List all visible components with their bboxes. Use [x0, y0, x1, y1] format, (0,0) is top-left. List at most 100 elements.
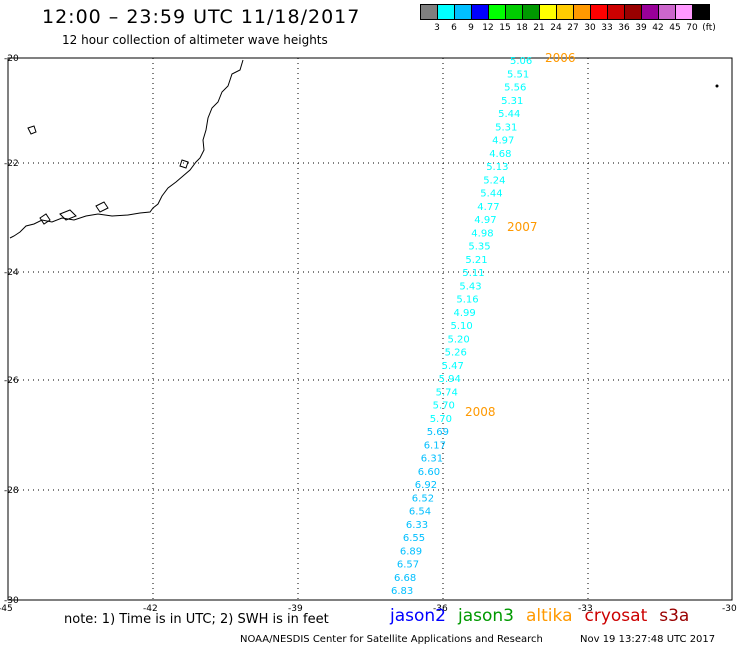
wave-height-value: 5.70 — [433, 401, 455, 412]
wave-height-value: 5.44 — [498, 109, 520, 120]
wave-height-value: 6.89 — [400, 546, 422, 557]
wave-height-value: 5.47 — [442, 361, 464, 372]
wave-height-value: 6.92 — [415, 480, 437, 491]
map-gridlines — [8, 58, 732, 600]
legend-tick-label: 30 — [584, 23, 596, 33]
satellite-name: cryosat — [584, 606, 648, 626]
legend-tick-label: 27 — [567, 23, 579, 33]
wave-height-value: 5.51 — [507, 69, 529, 80]
satellite-name: s3a — [659, 606, 690, 626]
coast-bay — [95, 201, 109, 213]
wave-height-value: 5.24 — [483, 175, 505, 186]
wave-height-value: 5.31 — [501, 96, 523, 107]
latitude-label: -28 — [4, 486, 19, 496]
longitude-label: -33 — [578, 604, 593, 614]
map-frame — [7, 57, 733, 601]
wave-height-value: 5.44 — [480, 189, 502, 200]
legend-tick-label: 45 — [669, 23, 681, 33]
wave-height-value: 5.31 — [495, 122, 517, 133]
wave-height-value: 5.70 — [430, 414, 452, 425]
legend-tick-label: 36 — [618, 23, 630, 33]
wave-height-value: 4.68 — [489, 149, 511, 160]
wave-height-value: 5.11 — [462, 268, 484, 279]
wave-height-value: 6.17 — [424, 440, 446, 451]
legend-tick-label: (ft) — [702, 23, 716, 33]
coast-bay-3 — [39, 213, 51, 225]
longitude-labels: -45 -42 -39 -36 -33 -30 — [0, 604, 737, 614]
track-time-labels: 2006 2007 2008 — [465, 51, 576, 419]
coast-bay-2 — [59, 209, 77, 221]
legend-tick-label: 21 — [533, 23, 545, 33]
longitude-label: -30 — [722, 604, 737, 614]
wave-height-value: 5.43 — [459, 281, 481, 292]
map-title: 12:00 – 23:59 UTC 11/18/2017 — [42, 6, 361, 28]
legend-tick-label: 39 — [635, 23, 647, 33]
satellite-name: jason2 — [390, 606, 446, 626]
wave-height-value: 6.60 — [418, 467, 440, 478]
legend-tick-label: 12 — [482, 23, 494, 33]
wave-height-value: 4.97 — [474, 215, 496, 226]
latitude-label: -26 — [4, 376, 19, 386]
wave-height-value: 6.55 — [403, 533, 425, 544]
wave-height-value: 6.83 — [391, 586, 413, 597]
wave-height-value: 6.52 — [412, 493, 434, 504]
legend-swatch — [692, 4, 710, 20]
generated-timestamp: Nov 19 13:27:48 UTC 2017 — [580, 634, 716, 645]
track-time-label: 2008 — [465, 405, 496, 419]
legend-tick-label: 18 — [516, 23, 528, 33]
legend-tick-label: 33 — [601, 23, 613, 33]
wave-height-value: 5.94 — [439, 374, 461, 385]
wave-height-value: 6.33 — [406, 520, 428, 531]
satellite-name: jason3 — [458, 606, 514, 626]
legend-tick-label: 9 — [468, 23, 474, 33]
latitude-label: -20 — [4, 54, 19, 64]
legend-tick-label: 70 — [686, 23, 698, 33]
wave-height-value: 4.77 — [477, 202, 499, 213]
wave-height-value: 5.26 — [445, 348, 467, 359]
longitude-label: -36 — [433, 604, 448, 614]
longitude-label: -42 — [143, 604, 158, 614]
longitude-label: -39 — [288, 604, 303, 614]
legend-tick-label: 3 — [434, 23, 440, 33]
wave-height-value: 5.69 — [427, 427, 449, 438]
satellite-name: altika — [526, 606, 573, 626]
coast-island-b — [179, 159, 189, 169]
wave-height-value: 5.35 — [468, 242, 490, 253]
offshore-island — [715, 84, 719, 88]
wave-height-color-legend — [420, 4, 710, 20]
coast-island-a — [27, 125, 37, 135]
wave-height-value: 5.21 — [465, 255, 487, 266]
wave-height-value: 4.98 — [471, 228, 493, 239]
longitude-label: -45 — [0, 604, 13, 614]
track-time-label: 2007 — [507, 220, 538, 234]
credit-line: NOAA/NESDIS Center for Satellite Applica… — [240, 634, 543, 645]
satellite-legend: jason2 jason3 altika cryosat s3a — [390, 606, 701, 626]
wave-height-track: 5.06 5.51 5.56 5.31 5.44 5.31 4.97 4.68 5.13 5.24… — [391, 56, 532, 597]
wave-height-value: 5.74 — [436, 387, 458, 398]
legend-tick-label: 15 — [499, 23, 511, 33]
wave-height-value: 6.31 — [421, 454, 443, 465]
latitude-labels: -20 -22 -24 -26 -28 -30 — [4, 54, 19, 606]
wave-height-value: 4.99 — [454, 308, 476, 319]
coastline-path — [9, 59, 244, 239]
legend-tick-label: 24 — [550, 23, 562, 33]
wave-height-value: 5.10 — [451, 321, 473, 332]
wave-height-value: 5.06 — [510, 56, 532, 67]
track-time-label: 2006 — [545, 51, 576, 65]
wave-height-value: 6.57 — [397, 560, 419, 571]
footer-note: note: 1) Time is in UTC; 2) SWH is in fe… — [64, 612, 329, 627]
legend-tick-label: 6 — [451, 23, 457, 33]
wave-height-value: 6.54 — [409, 507, 431, 518]
legend-tick-label: 42 — [652, 23, 664, 33]
wave-height-value: 4.97 — [492, 136, 514, 147]
wave-height-value: 5.20 — [448, 334, 470, 345]
wave-height-value: 5.13 — [486, 162, 508, 173]
latitude-label: -22 — [4, 159, 19, 169]
wave-height-value: 5.56 — [504, 83, 526, 94]
latitude-label: -30 — [4, 596, 19, 606]
coastline — [9, 59, 719, 239]
wave-height-value: 6.68 — [394, 573, 416, 584]
wave-height-value: 5.16 — [456, 295, 478, 306]
latitude-label: -24 — [4, 268, 19, 278]
